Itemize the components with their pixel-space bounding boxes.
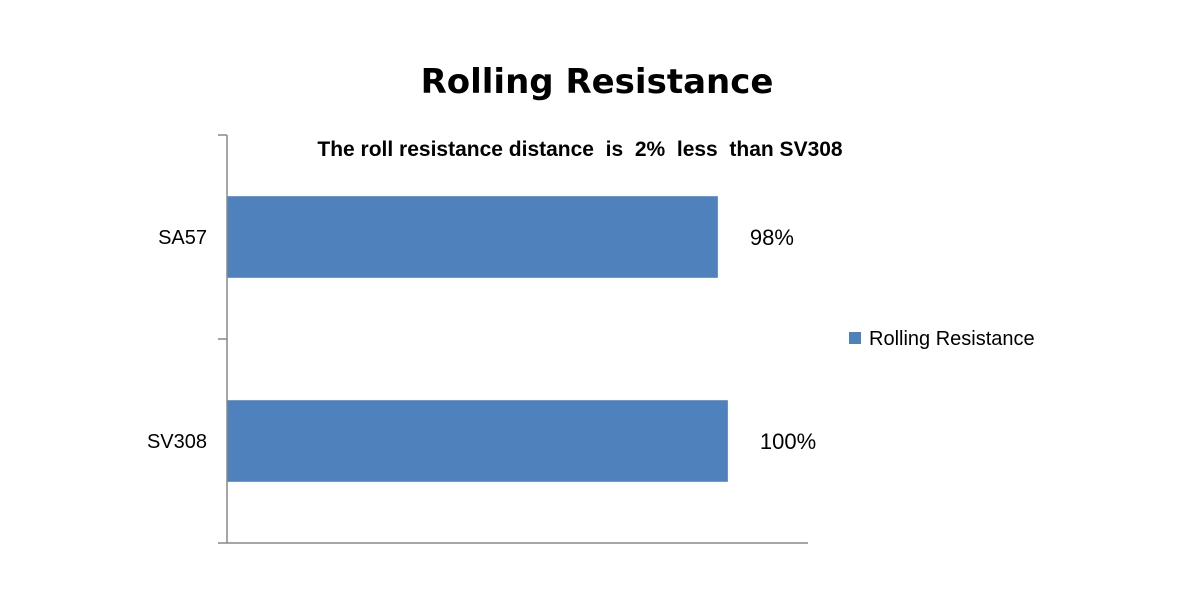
chart-title: Rolling Resistance <box>421 62 774 102</box>
chart-subtitle: The roll resistance distance is 2% less … <box>317 138 843 161</box>
category-label: SV308 <box>147 431 207 453</box>
legend-label: Rolling Resistance <box>869 328 1035 350</box>
legend: Rolling Resistance <box>849 328 1035 350</box>
data-label: 98% <box>750 225 794 250</box>
legend-swatch <box>849 332 861 344</box>
bar-sa57 <box>227 196 718 278</box>
plot-area: SA57 98% SV308 100% <box>147 196 816 482</box>
data-label: 100% <box>760 429 816 454</box>
axes <box>218 134 808 544</box>
category-label: SA57 <box>158 227 207 249</box>
bar-sv308 <box>227 400 728 482</box>
